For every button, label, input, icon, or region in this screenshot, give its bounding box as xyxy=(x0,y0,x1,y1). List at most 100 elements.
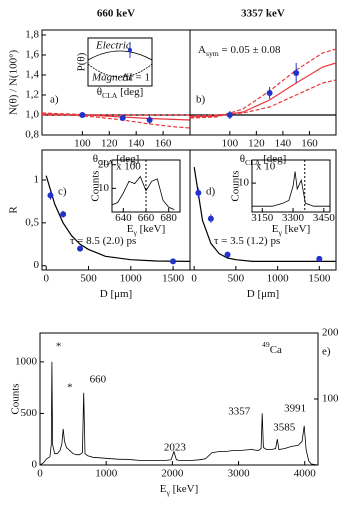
data-point xyxy=(77,245,84,252)
x-tick-label: 0 xyxy=(191,272,197,284)
x-axis-label: D [μm] xyxy=(100,288,132,300)
peak-label: 3991 xyxy=(284,403,306,415)
y-axis-label: Counts xyxy=(10,383,22,414)
inset-x-label: Eγ [keV] xyxy=(127,223,166,238)
x-axis-label-part: [keV] xyxy=(170,483,198,495)
y-tick-label: 500 xyxy=(21,407,38,419)
inset-scale: x 10 xyxy=(256,161,276,173)
data-point xyxy=(207,215,214,222)
electric-curve xyxy=(87,50,153,61)
x-tick-label: 640 xyxy=(115,212,132,224)
panel-label: b) xyxy=(196,94,206,106)
peak-label: * xyxy=(67,382,73,394)
peak-label: 3357 xyxy=(228,406,251,418)
inset-electric: Electric xyxy=(95,40,131,52)
spectrum-line xyxy=(252,171,330,207)
inset-x-label-part: [keV] xyxy=(282,223,310,235)
annotation: τ = 8.5 (2.0) ps xyxy=(70,235,136,247)
annotation-part: sym xyxy=(206,49,219,58)
y-tick-label: 0,8 xyxy=(25,129,39,141)
panel-label: a) xyxy=(50,94,59,106)
data-point xyxy=(47,192,54,199)
nucleus-label-part: 49 xyxy=(262,340,270,349)
peak-label: * xyxy=(56,341,62,353)
fit-curve xyxy=(189,79,337,117)
x-axis-label-part: D [μm] xyxy=(247,288,279,300)
x-tick-label: 3150 xyxy=(251,212,274,224)
spectrum-line xyxy=(39,361,319,466)
inset-x-label-part: E xyxy=(272,223,279,235)
y-tick-label: 1,4 xyxy=(25,69,39,81)
x-axis-label-part: [deg] xyxy=(113,153,139,165)
x-tick-label: 1000 xyxy=(120,272,143,284)
panel-label: d) xyxy=(206,186,216,198)
data-point xyxy=(293,70,300,76)
x-tick-label: 160 xyxy=(301,137,318,149)
y-tick-label: 1000 xyxy=(15,355,38,367)
x-tick-label: 680 xyxy=(160,212,177,224)
y2-tick-label: 100 xyxy=(322,393,339,405)
x-tick-label: 4000 xyxy=(294,467,317,479)
inset-x-label-part: [keV] xyxy=(137,223,165,235)
y2-tick-label: 200 xyxy=(322,327,339,339)
data-point xyxy=(119,115,126,121)
fit-curve xyxy=(45,175,191,262)
inset-x-label-part: [deg] xyxy=(117,86,143,98)
x-axis-label: D [μm] xyxy=(247,288,279,300)
y-tick-label: 10 xyxy=(238,177,250,189)
inset-point xyxy=(128,48,132,52)
fit-curve xyxy=(189,48,337,119)
plot-frame xyxy=(189,29,337,136)
x-tick-label: 660 xyxy=(138,212,155,224)
y-tick-label: 1,0 xyxy=(25,109,39,121)
data-point xyxy=(195,189,202,196)
plot-frame xyxy=(251,159,331,213)
x-axis-label-part: CLA xyxy=(245,158,261,167)
x-axis-label-part: CLA xyxy=(98,158,114,167)
y-axis-label: R xyxy=(8,206,20,214)
inset-x-label-part: CLA xyxy=(102,91,118,100)
data-point xyxy=(266,90,273,96)
y-tick-label: 1 xyxy=(34,174,40,186)
annotation-part: τ = 8.5 (2.0) ps xyxy=(70,235,136,247)
spectrum-line xyxy=(111,175,175,210)
inset-frame xyxy=(87,37,153,87)
inset-x-label-part: E xyxy=(127,223,134,235)
annotation-part: A xyxy=(198,44,206,56)
panel-label: e) xyxy=(322,346,331,358)
x-tick-label: 500 xyxy=(80,272,97,284)
inset-x-label: θCLA [deg] xyxy=(97,86,144,101)
peak-label: 2023 xyxy=(164,442,187,454)
inset-x-label-part: θ xyxy=(97,86,102,98)
fit-curve xyxy=(193,167,336,262)
x-axis-label-part: D [μm] xyxy=(100,288,132,300)
x-tick-label: 140 xyxy=(128,137,145,149)
x-axis-label-part: γ xyxy=(165,488,170,497)
inset-y-label: Counts xyxy=(90,170,102,201)
panel-header: 3357 keV xyxy=(241,8,285,20)
panel-header: 660 keV xyxy=(97,8,135,20)
x-tick-label: 160 xyxy=(155,137,172,149)
y-tick-label: 0,5 xyxy=(25,216,39,228)
x-tick-label: 1500 xyxy=(308,272,331,284)
x-axis-label-part: E xyxy=(160,483,167,495)
peak-label: 660 xyxy=(90,374,107,386)
panel-label: c) xyxy=(58,186,67,198)
x-tick-label: 3000 xyxy=(228,467,251,479)
x-tick-label: 0 xyxy=(37,467,43,479)
x-tick-label: 1500 xyxy=(162,272,185,284)
y-tick-label: 10 xyxy=(98,182,110,194)
peak-label: 3585 xyxy=(273,422,296,434)
y-tick-label: 1,6 xyxy=(25,49,39,61)
x-axis-label-part: θ xyxy=(93,153,98,165)
inset-x-label: Eγ [keV] xyxy=(272,223,311,238)
x-tick-label: 1000 xyxy=(267,272,290,284)
fit-curve xyxy=(189,62,337,118)
data-point xyxy=(60,211,67,218)
magnetic-curve xyxy=(87,63,153,78)
inset-x-label-part: γ xyxy=(132,228,137,237)
x-axis-label: θCLA [deg] xyxy=(93,153,140,168)
inset-scale: x 100 xyxy=(116,161,141,173)
annotation-part: τ = 3.5 (1.2) ps xyxy=(214,235,280,247)
data-point xyxy=(146,117,153,123)
